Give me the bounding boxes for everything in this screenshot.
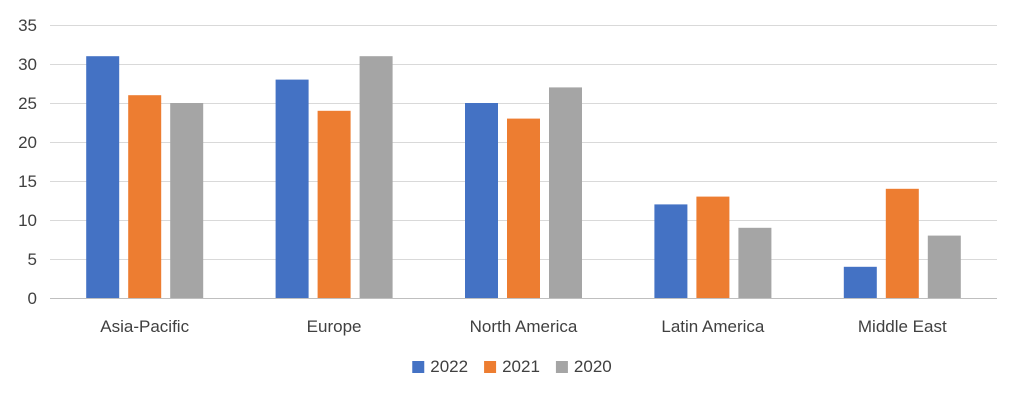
legend-label-2020: 2020 [574, 357, 612, 376]
x-category-label: Europe [307, 317, 362, 336]
x-category-label: Latin America [661, 317, 765, 336]
bar-2021-middle-east [885, 188, 919, 298]
bar-2021-europe [317, 110, 351, 298]
bar-2020-middle-east [927, 235, 961, 298]
y-tick-label: 15 [18, 172, 37, 191]
x-category-label: North America [470, 317, 578, 336]
legend-label-2022: 2022 [430, 357, 468, 376]
legend-label-2021: 2021 [502, 357, 540, 376]
bar-2021-latin-america [696, 196, 730, 298]
bar-2020-asia-pacific [170, 103, 204, 298]
x-axis-category-labels: Asia-Pacific Europe North America Latin Ame… [100, 317, 947, 336]
legend-swatch-2021 [484, 361, 497, 373]
bar-2022-asia-pacific [86, 56, 120, 299]
legend: 2022 2021 2020 [412, 357, 612, 376]
bar-2020-latin-america [738, 227, 772, 298]
y-tick-label: 5 [28, 250, 37, 269]
x-category-label: Asia-Pacific [100, 317, 189, 336]
y-tick-label: 25 [18, 94, 37, 113]
bar-2020-europe [359, 56, 393, 299]
legend-swatch-2020 [555, 361, 568, 373]
y-axis-tick-labels: 0 5 10 15 20 25 30 35 [18, 16, 37, 308]
bars [86, 56, 961, 299]
y-tick-label: 35 [18, 16, 37, 35]
y-tick-label: 0 [28, 289, 37, 308]
bar-2022-latin-america [654, 204, 688, 298]
bar-2021-asia-pacific [128, 95, 162, 298]
bar-2020-north-america [549, 87, 582, 299]
y-tick-label: 20 [18, 133, 37, 152]
x-category-label: Middle East [858, 317, 947, 336]
bar-2021-north-america [507, 118, 540, 298]
y-tick-label: 30 [18, 55, 37, 74]
y-tick-label: 10 [18, 211, 37, 230]
bar-2022-north-america [465, 103, 498, 298]
legend-swatch-2022 [412, 361, 425, 373]
bar-2022-middle-east [843, 266, 877, 298]
bar-2022-europe [275, 79, 309, 298]
